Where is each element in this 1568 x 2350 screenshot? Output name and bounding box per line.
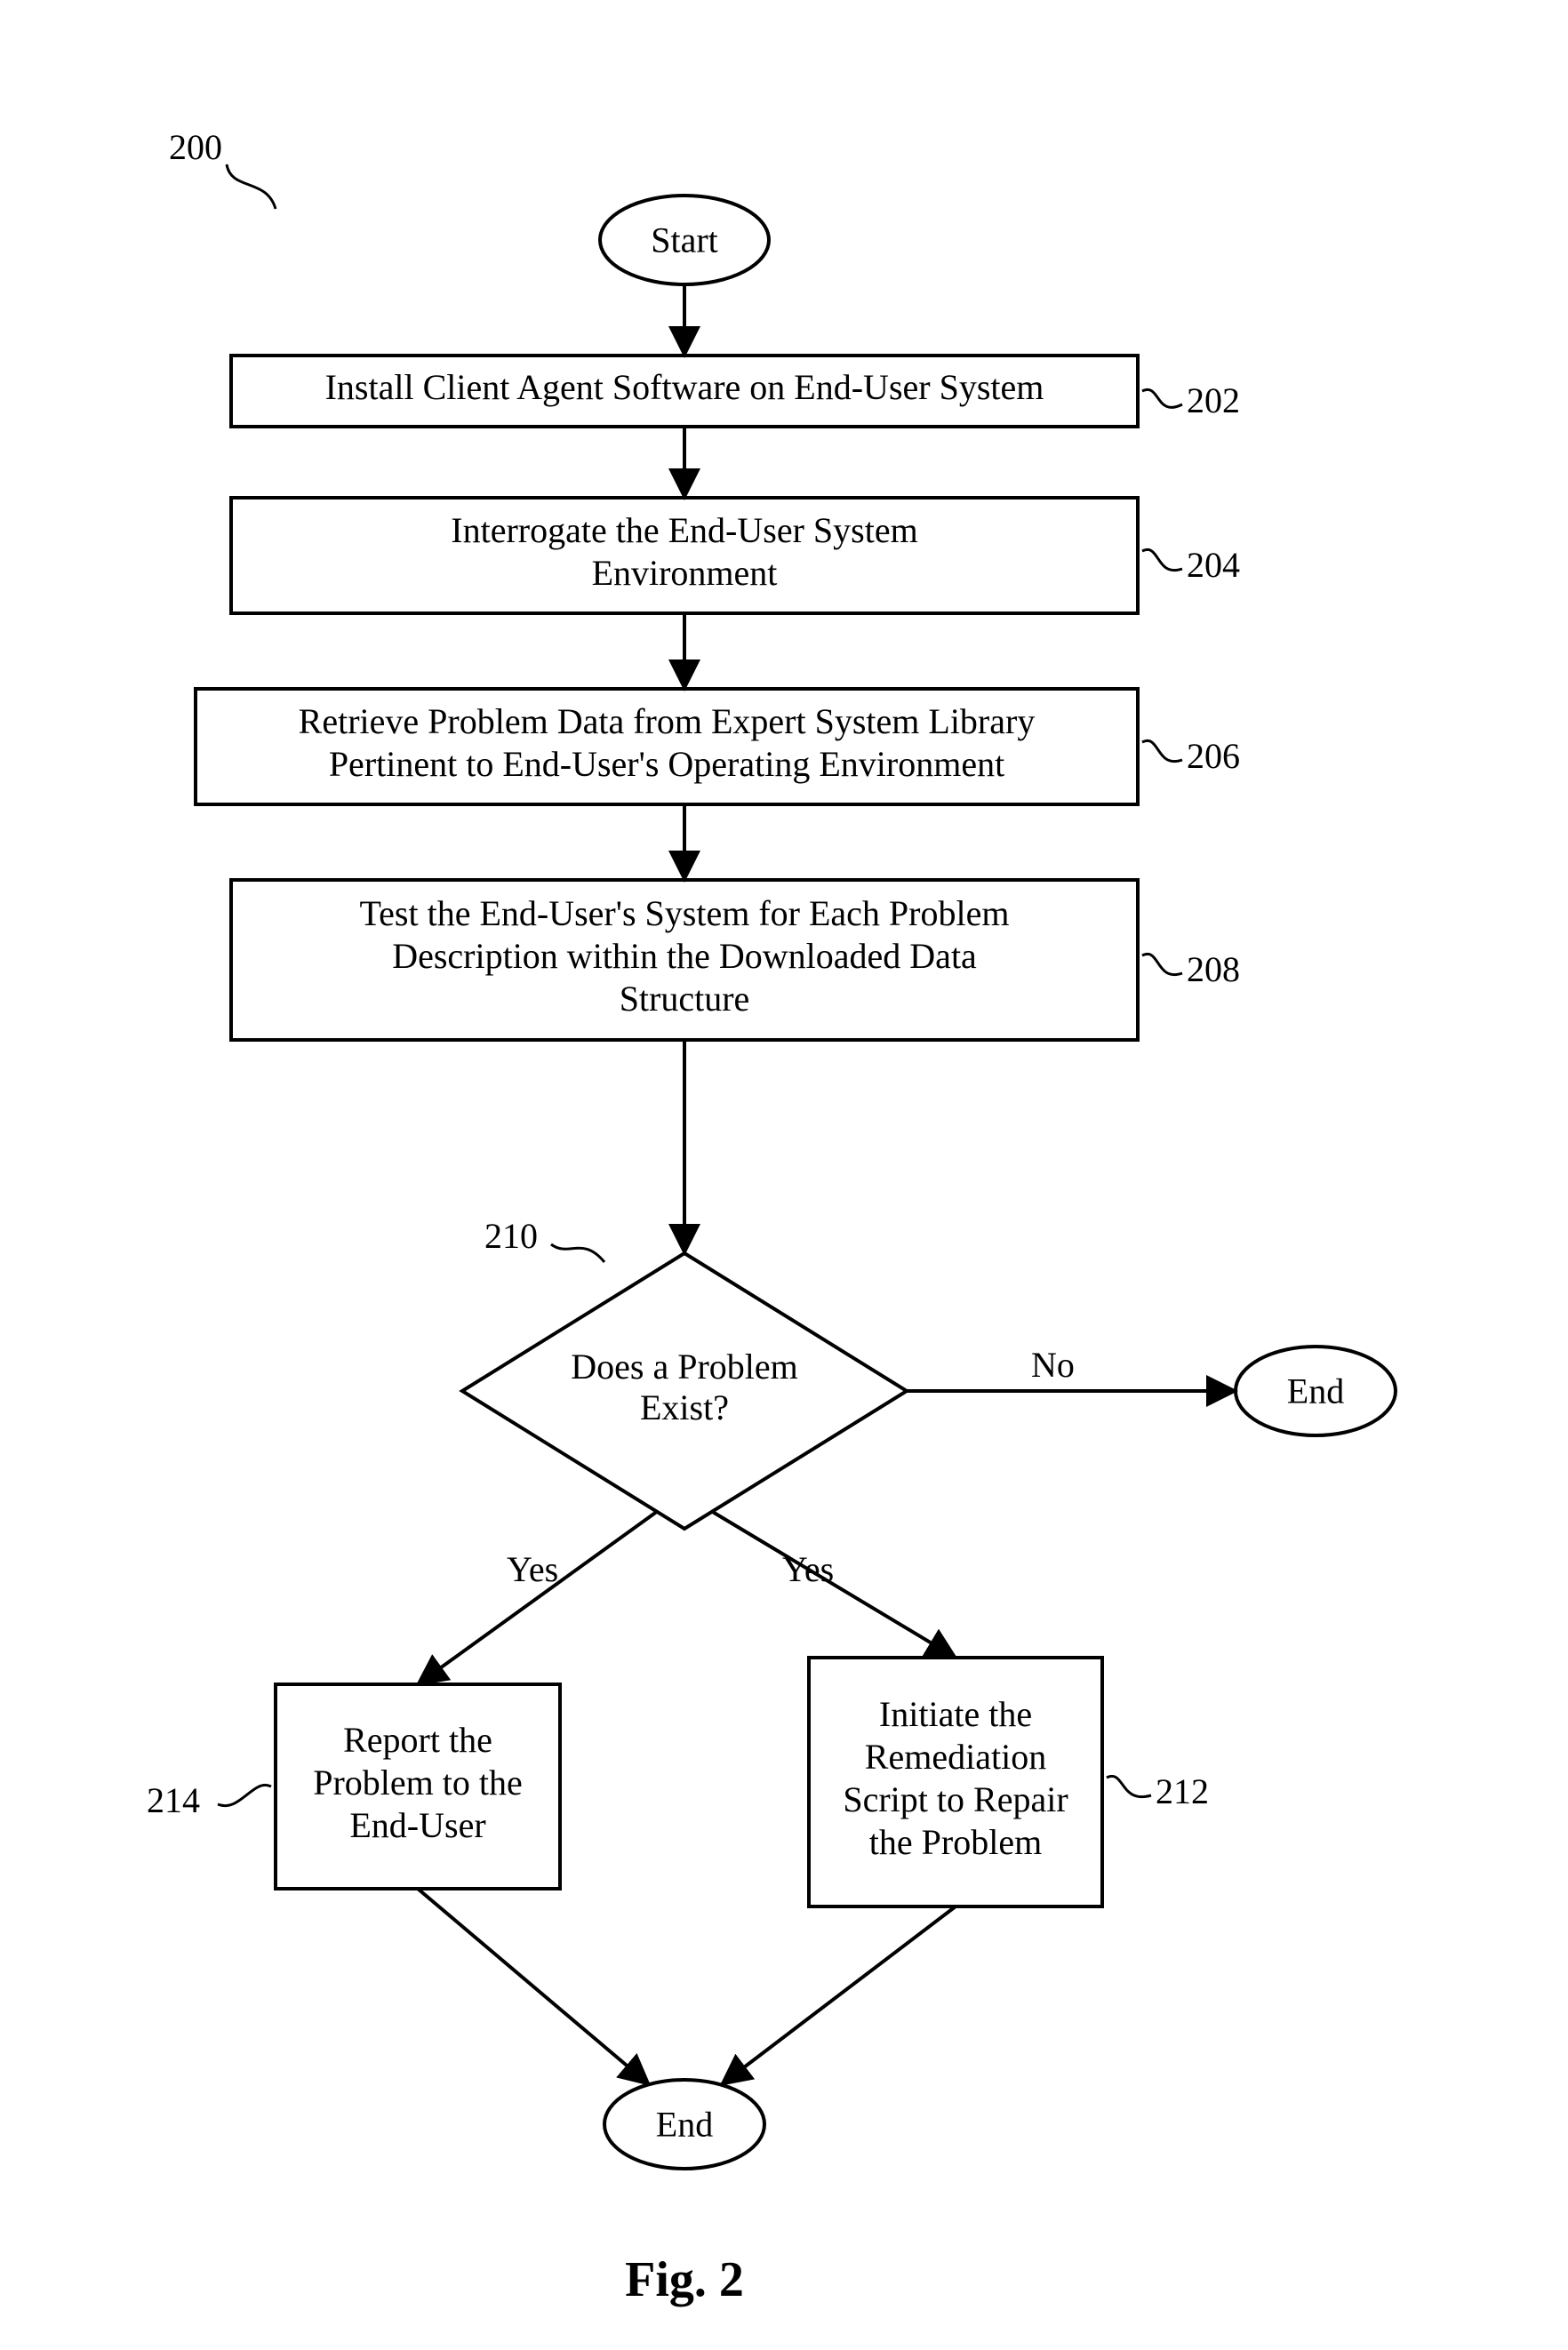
svg-text:Initiate the: Initiate the <box>879 1694 1032 1734</box>
terminal-end_no-label: End <box>1287 1371 1344 1411</box>
svg-text:Exist?: Exist? <box>640 1387 729 1427</box>
svg-text:Test the End-User's System for: Test the End-User's System for Each Prob… <box>360 893 1010 933</box>
ref-tail-206 <box>1142 740 1182 761</box>
ref-202: 202 <box>1187 380 1240 420</box>
terminal-start-label: Start <box>651 220 718 260</box>
svg-text:Pertinent to End-User's Operat: Pertinent to End-User's Operating Enviro… <box>329 744 1004 784</box>
svg-text:Install Client Agent Software: Install Client Agent Software on End-Use… <box>325 367 1044 407</box>
figure-caption: Fig. 2 <box>625 2252 744 2307</box>
flowchart: Start End End Install Client Agent Software… <box>0 0 1568 2350</box>
ref-tail-204 <box>1142 549 1182 570</box>
ref-204: 204 <box>1187 545 1240 585</box>
ref-tail-210 <box>551 1244 604 1262</box>
ref-tail-214 <box>218 1785 271 1805</box>
arrow-6 <box>418 1511 658 1684</box>
svg-text:End-User: End-User <box>349 1805 485 1845</box>
ref-212: 212 <box>1156 1771 1209 1811</box>
decision-label-yes1: Yes <box>507 1549 558 1589</box>
arrow-7 <box>711 1511 956 1658</box>
svg-text:Environment: Environment <box>592 553 778 593</box>
ref-210: 210 <box>484 1216 538 1256</box>
figure-ref-tail <box>227 164 276 209</box>
ref-206: 206 <box>1187 736 1240 776</box>
svg-text:Description within the Downloa: Description within the Downloaded Data <box>392 936 977 976</box>
svg-text:Does a Problem: Does a Problem <box>571 1347 798 1387</box>
ref-tail-212 <box>1107 1776 1151 1796</box>
ref-tail-208 <box>1142 954 1182 974</box>
svg-text:the Problem: the Problem <box>869 1822 1042 1862</box>
svg-text:Retrieve Problem Data from Exp: Retrieve Problem Data from Expert System… <box>299 701 1036 741</box>
ref-208: 208 <box>1187 949 1240 989</box>
ref-214: 214 <box>147 1780 200 1820</box>
svg-text:Interrogate the End-User Syste: Interrogate the End-User System <box>451 510 917 550</box>
terminal-end_b-label: End <box>656 2105 713 2145</box>
arrow-9 <box>722 1906 956 2084</box>
figure-ref: 200 <box>169 127 222 167</box>
ref-tail-202 <box>1142 389 1182 407</box>
decision-label-no: No <box>1031 1345 1075 1385</box>
svg-text:Structure: Structure <box>620 979 750 1019</box>
svg-text:Script to Repair: Script to Repair <box>843 1779 1068 1819</box>
svg-text:Report the: Report the <box>343 1720 492 1760</box>
svg-text:Problem to the: Problem to the <box>313 1762 523 1802</box>
arrow-8 <box>418 1889 649 2084</box>
svg-text:Remediation: Remediation <box>865 1737 1046 1777</box>
